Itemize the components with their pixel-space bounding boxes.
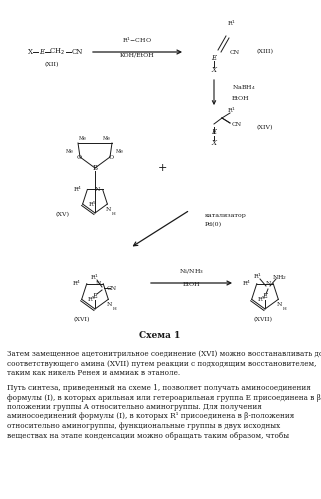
Text: веществах на этапе конденсации можно обращать таким образом, чтобы: веществах на этапе конденсации можно обр… <box>7 432 289 440</box>
Text: E: E <box>39 48 45 56</box>
Text: CN: CN <box>230 49 240 54</box>
Text: Me: Me <box>116 149 124 154</box>
Text: N: N <box>95 187 100 192</box>
Text: N: N <box>106 207 111 212</box>
Text: E: E <box>212 54 217 62</box>
Text: R$^5$: R$^5$ <box>88 200 97 209</box>
Text: NH$_2$: NH$_2$ <box>272 273 288 282</box>
Text: (XVII): (XVII) <box>254 317 273 322</box>
Text: H: H <box>112 307 116 311</box>
Text: Me: Me <box>79 136 87 141</box>
Text: CH$_2$: CH$_2$ <box>49 47 65 57</box>
Text: N: N <box>107 302 112 307</box>
Text: X: X <box>212 139 216 147</box>
Text: R$^1$: R$^1$ <box>254 271 263 280</box>
Text: Ni/NH$_3$: Ni/NH$_3$ <box>178 267 204 276</box>
Text: Pd(0): Pd(0) <box>205 223 222 228</box>
Text: относительно аминогруппы, функциональные группы в двух исходных: относительно аминогруппы, функциональные… <box>7 422 280 430</box>
Text: R$^5$: R$^5$ <box>257 295 266 304</box>
Text: R$^4$: R$^4$ <box>242 279 251 288</box>
Text: аминосоединений формулы (I), в которых R¹ присоединена в β-положения: аминосоединений формулы (I), в которых R… <box>7 413 294 421</box>
Text: R$^4$: R$^4$ <box>73 185 82 194</box>
Text: N: N <box>96 281 101 286</box>
Text: H: H <box>111 212 115 216</box>
Text: EtOH: EtOH <box>232 96 249 101</box>
Text: (XV): (XV) <box>55 213 69 218</box>
Text: положении группы A относительно аминогруппы. Для получения: положении группы A относительно аминогру… <box>7 403 262 411</box>
Text: E: E <box>212 128 217 136</box>
Text: X: X <box>212 66 216 74</box>
Text: Me: Me <box>103 136 111 141</box>
Text: E: E <box>263 292 268 300</box>
Text: (XII): (XII) <box>45 62 59 67</box>
Text: CN: CN <box>71 48 83 56</box>
Text: R$^1$: R$^1$ <box>228 105 237 115</box>
Text: N: N <box>277 302 282 307</box>
Text: CN: CN <box>232 121 242 127</box>
Text: H: H <box>282 307 286 311</box>
Text: CN: CN <box>107 286 117 291</box>
Text: R$^4$: R$^4$ <box>72 279 82 288</box>
Text: NaBH$_4$: NaBH$_4$ <box>232 83 256 92</box>
Text: O: O <box>108 155 114 160</box>
Text: Me: Me <box>66 149 74 154</box>
Text: X: X <box>28 48 32 56</box>
Text: EtOH: EtOH <box>182 281 200 286</box>
Text: Схема 1: Схема 1 <box>139 331 181 340</box>
Text: таким как никель Ренея и аммиак в этаноле.: таким как никель Ренея и аммиак в этанол… <box>7 369 180 377</box>
Text: E: E <box>92 292 98 300</box>
Text: (XIV): (XIV) <box>257 125 273 131</box>
Text: R$^1$: R$^1$ <box>91 272 100 281</box>
Text: (XIII): (XIII) <box>256 49 273 54</box>
Text: KOH/EtOH: KOH/EtOH <box>120 52 154 57</box>
Text: R$^1$$-$CHO: R$^1$$-$CHO <box>122 35 152 44</box>
Text: B: B <box>92 164 98 172</box>
Text: Затем замещенное ацетонитрильное соединение (XVI) можно восстанавливать до: Затем замещенное ацетонитрильное соедине… <box>7 350 321 358</box>
Text: (XVI): (XVI) <box>74 317 90 322</box>
Text: формулы (I), в которых арильная или гетероарильная группа E присоединена в β-: формулы (I), в которых арильная или гете… <box>7 394 321 402</box>
Text: R$^5$: R$^5$ <box>87 295 96 304</box>
Text: Путь синтеза, приведенный на схеме 1, позволяет получать аминосоединения: Путь синтеза, приведенный на схеме 1, по… <box>7 384 311 392</box>
Text: R$^1$: R$^1$ <box>228 18 237 27</box>
Text: N: N <box>265 281 271 286</box>
Text: +: + <box>157 163 167 173</box>
Text: O: O <box>76 155 82 160</box>
Text: катализатор: катализатор <box>205 213 247 218</box>
Text: соответствующего амина (XVII) путем реакции с подходящим восстановителем,: соответствующего амина (XVII) путем реак… <box>7 359 317 367</box>
